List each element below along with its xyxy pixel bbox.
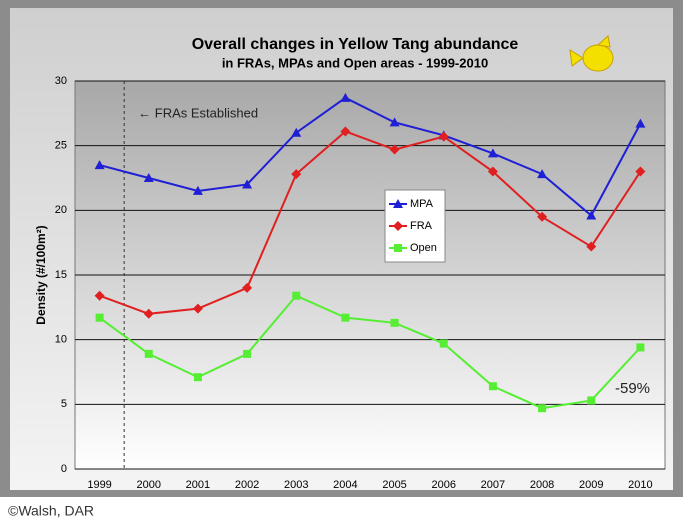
data-point [489,382,497,390]
legend-label: FRA [410,220,433,232]
credit: ©Walsh, DAR [8,503,94,519]
x-tick-label: 2009 [579,479,603,491]
x-tick-label: 2007 [481,479,505,491]
legend-marker [394,244,402,252]
x-tick-label: 2004 [333,479,357,491]
data-point [341,314,349,322]
annotation: -59% [615,380,650,397]
x-tick-label: 1999 [87,479,111,491]
chart-title: Overall changes in Yellow Tang abundance [192,36,519,53]
data-point [538,404,546,412]
data-point [440,340,448,348]
y-axis-label: Density (#/100m²) [34,225,48,324]
data-point [243,350,251,358]
y-tick-label: 25 [55,140,67,152]
data-point [145,350,153,358]
data-point [587,396,595,404]
data-point [636,343,644,351]
chart-subtitle: in FRAs, MPAs and Open areas - 1999-2010 [222,55,488,70]
x-tick-label: 2010 [628,479,652,491]
legend-label: MPA [410,198,434,210]
y-tick-label: 30 [55,75,67,87]
data-point [391,319,399,327]
data-point [96,314,104,322]
y-tick-label: 0 [61,463,67,475]
y-tick-label: 10 [55,334,67,346]
x-tick-label: 2001 [186,479,210,491]
data-point [292,292,300,300]
data-point [194,373,202,381]
x-tick-label: 2002 [235,479,259,491]
y-tick-label: 15 [55,269,67,281]
x-tick-label: 2008 [530,479,554,491]
y-tick-label: 5 [61,398,67,410]
y-tick-label: 20 [55,204,67,216]
x-tick-label: 2005 [382,479,406,491]
legend-label: Open [410,242,437,254]
x-tick-label: 2003 [284,479,308,491]
annotation: ← FRAs Established [138,105,258,120]
x-tick-label: 2006 [432,479,456,491]
chart: Overall changes in Yellow Tang abundance… [0,0,683,521]
x-tick-label: 2000 [137,479,161,491]
